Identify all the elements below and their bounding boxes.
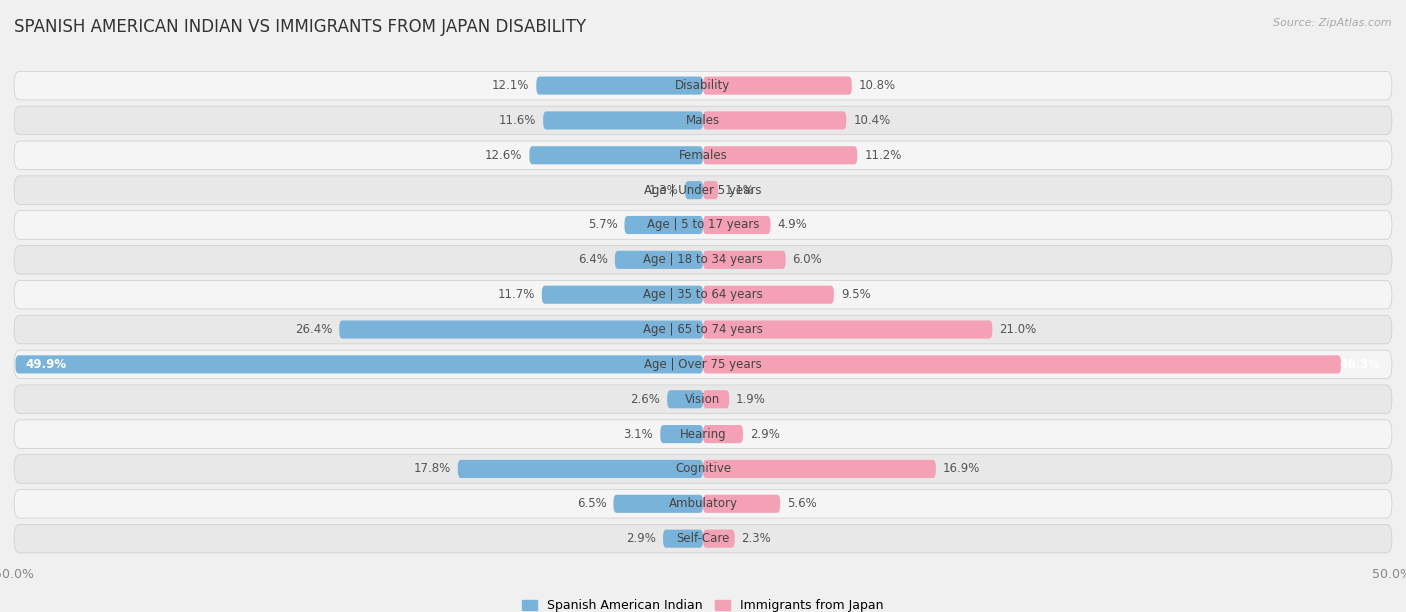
Text: 12.6%: 12.6% <box>485 149 523 162</box>
FancyBboxPatch shape <box>541 286 703 304</box>
FancyBboxPatch shape <box>14 420 1392 449</box>
Text: Age | Over 75 years: Age | Over 75 years <box>644 358 762 371</box>
Text: 11.6%: 11.6% <box>499 114 536 127</box>
Text: 2.6%: 2.6% <box>630 393 661 406</box>
Text: 11.7%: 11.7% <box>498 288 534 301</box>
FancyBboxPatch shape <box>703 460 936 478</box>
Text: 49.9%: 49.9% <box>25 358 66 371</box>
Text: 4.9%: 4.9% <box>778 218 807 231</box>
FancyBboxPatch shape <box>703 390 730 408</box>
Text: 2.9%: 2.9% <box>749 428 780 441</box>
FancyBboxPatch shape <box>14 141 1392 170</box>
FancyBboxPatch shape <box>703 356 1341 373</box>
FancyBboxPatch shape <box>624 216 703 234</box>
FancyBboxPatch shape <box>614 251 703 269</box>
Text: 1.1%: 1.1% <box>725 184 755 196</box>
FancyBboxPatch shape <box>14 385 1392 414</box>
Text: Ambulatory: Ambulatory <box>668 498 738 510</box>
Text: 1.3%: 1.3% <box>648 184 678 196</box>
FancyBboxPatch shape <box>613 494 703 513</box>
Text: 10.8%: 10.8% <box>859 79 896 92</box>
Text: Age | 65 to 74 years: Age | 65 to 74 years <box>643 323 763 336</box>
FancyBboxPatch shape <box>339 321 703 338</box>
FancyBboxPatch shape <box>14 280 1392 309</box>
FancyBboxPatch shape <box>14 315 1392 344</box>
FancyBboxPatch shape <box>458 460 703 478</box>
Text: 5.6%: 5.6% <box>787 498 817 510</box>
Text: Hearing: Hearing <box>679 428 727 441</box>
FancyBboxPatch shape <box>14 211 1392 239</box>
Text: Age | 18 to 34 years: Age | 18 to 34 years <box>643 253 763 266</box>
FancyBboxPatch shape <box>14 245 1392 274</box>
Text: 16.9%: 16.9% <box>943 463 980 476</box>
Text: 17.8%: 17.8% <box>413 463 451 476</box>
FancyBboxPatch shape <box>703 111 846 130</box>
Text: Source: ZipAtlas.com: Source: ZipAtlas.com <box>1274 18 1392 28</box>
FancyBboxPatch shape <box>703 251 786 269</box>
FancyBboxPatch shape <box>14 455 1392 483</box>
Text: 3.1%: 3.1% <box>624 428 654 441</box>
Text: 26.4%: 26.4% <box>295 323 332 336</box>
FancyBboxPatch shape <box>14 106 1392 135</box>
Text: 6.0%: 6.0% <box>793 253 823 266</box>
FancyBboxPatch shape <box>703 216 770 234</box>
Text: 11.2%: 11.2% <box>865 149 901 162</box>
Text: Age | 35 to 64 years: Age | 35 to 64 years <box>643 288 763 301</box>
Text: 6.4%: 6.4% <box>578 253 607 266</box>
FancyBboxPatch shape <box>543 111 703 130</box>
Text: SPANISH AMERICAN INDIAN VS IMMIGRANTS FROM JAPAN DISABILITY: SPANISH AMERICAN INDIAN VS IMMIGRANTS FR… <box>14 18 586 36</box>
FancyBboxPatch shape <box>703 321 993 338</box>
FancyBboxPatch shape <box>703 286 834 304</box>
FancyBboxPatch shape <box>14 72 1392 100</box>
FancyBboxPatch shape <box>14 490 1392 518</box>
Text: Age | Under 5 years: Age | Under 5 years <box>644 184 762 196</box>
Text: Self-Care: Self-Care <box>676 532 730 545</box>
FancyBboxPatch shape <box>15 356 703 373</box>
Text: Disability: Disability <box>675 79 731 92</box>
FancyBboxPatch shape <box>530 146 703 165</box>
FancyBboxPatch shape <box>703 529 735 548</box>
FancyBboxPatch shape <box>703 181 718 199</box>
Text: Vision: Vision <box>685 393 721 406</box>
FancyBboxPatch shape <box>661 425 703 443</box>
Text: Age | 5 to 17 years: Age | 5 to 17 years <box>647 218 759 231</box>
Text: 9.5%: 9.5% <box>841 288 870 301</box>
FancyBboxPatch shape <box>664 529 703 548</box>
FancyBboxPatch shape <box>536 76 703 95</box>
Text: 2.3%: 2.3% <box>741 532 772 545</box>
FancyBboxPatch shape <box>703 76 852 95</box>
Text: 46.3%: 46.3% <box>1340 358 1381 371</box>
Text: Males: Males <box>686 114 720 127</box>
FancyBboxPatch shape <box>668 390 703 408</box>
Text: 1.9%: 1.9% <box>737 393 766 406</box>
Text: 6.5%: 6.5% <box>576 498 606 510</box>
FancyBboxPatch shape <box>14 350 1392 379</box>
Text: Females: Females <box>679 149 727 162</box>
FancyBboxPatch shape <box>14 524 1392 553</box>
Legend: Spanish American Indian, Immigrants from Japan: Spanish American Indian, Immigrants from… <box>517 594 889 612</box>
Text: 2.9%: 2.9% <box>626 532 657 545</box>
Text: 5.7%: 5.7% <box>588 218 617 231</box>
Text: 10.4%: 10.4% <box>853 114 890 127</box>
Text: 12.1%: 12.1% <box>492 79 530 92</box>
FancyBboxPatch shape <box>14 176 1392 204</box>
FancyBboxPatch shape <box>703 146 858 165</box>
FancyBboxPatch shape <box>703 494 780 513</box>
Text: 21.0%: 21.0% <box>1000 323 1036 336</box>
FancyBboxPatch shape <box>703 425 742 443</box>
Text: Cognitive: Cognitive <box>675 463 731 476</box>
FancyBboxPatch shape <box>685 181 703 199</box>
